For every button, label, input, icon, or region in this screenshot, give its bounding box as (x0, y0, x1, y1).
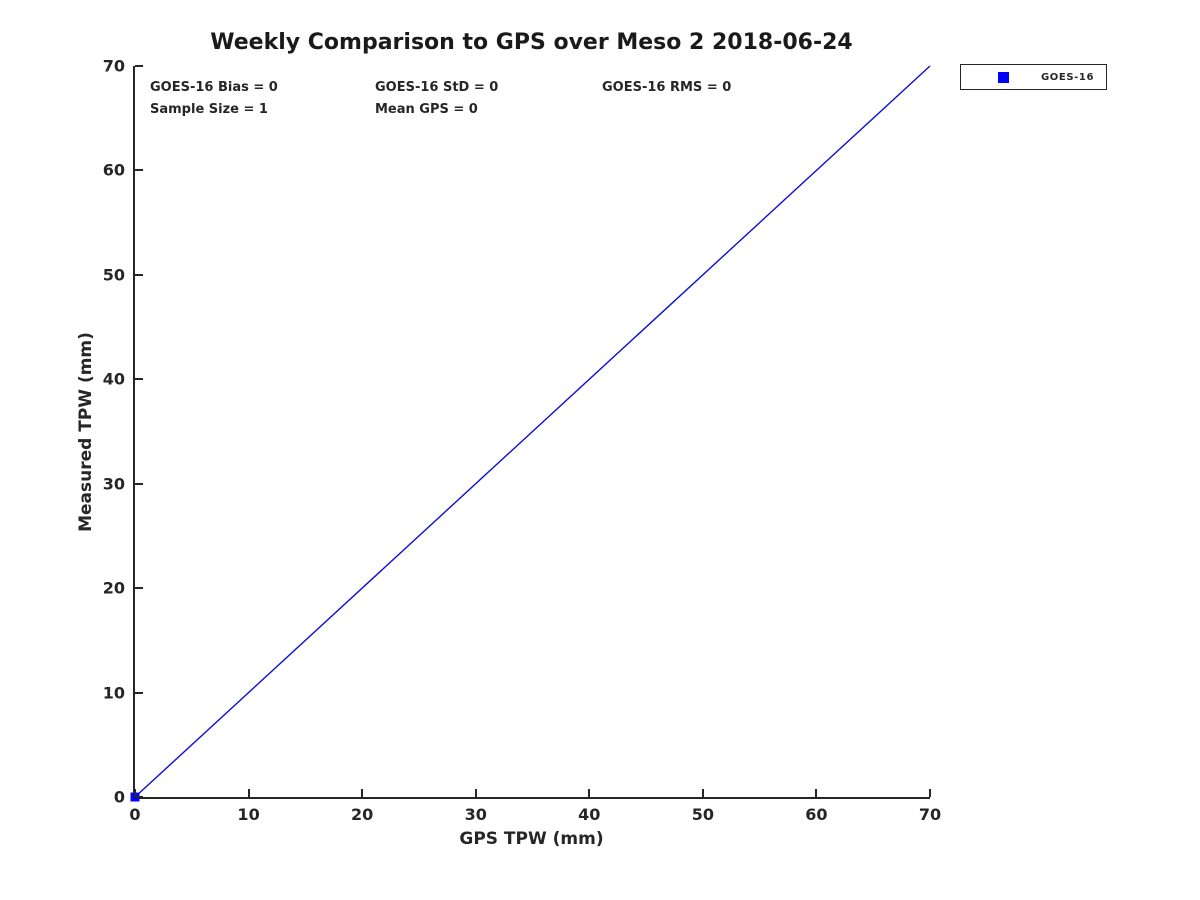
x-tick-label: 60 (805, 805, 828, 824)
x-tick-label: 50 (691, 805, 714, 824)
legend: GOES-16 (960, 64, 1107, 90)
stat-mean-gps: Mean GPS = 0 (375, 102, 478, 117)
y-tick-label: 30 (102, 474, 125, 494)
legend-marker-square-icon (998, 71, 1009, 83)
chart-title: Weekly Comparison to GPS over Meso 2 201… (210, 30, 853, 55)
y-tick-mark (135, 378, 143, 381)
x-tick-label: 0 (129, 805, 141, 824)
y-tick-label: 60 (102, 160, 125, 180)
x-tick-mark (929, 789, 931, 797)
y-tick-label: 20 (102, 578, 125, 598)
x-tick-label: 10 (237, 805, 260, 824)
y-tick-mark (135, 273, 143, 276)
x-tick-label: 70 (918, 805, 942, 824)
x-tick-mark (247, 789, 250, 797)
y-tick-mark (135, 796, 143, 798)
y-tick-mark (135, 65, 143, 67)
x-tick-mark (474, 789, 477, 797)
y-tick-label: 50 (102, 265, 125, 285)
x-tick-label: 30 (464, 805, 487, 824)
y-tick-mark (135, 587, 143, 590)
stat-rms: GOES-16 RMS = 0 (602, 80, 732, 95)
x-tick-mark (701, 789, 704, 797)
plot-area: 0 10 20 30 40 50 60 70 0 10 20 30 40 50 60 70 GOES-16 B… (103, 57, 941, 825)
y-tick-mark (135, 691, 143, 694)
y-tick-mark (135, 169, 143, 172)
legend-item-label: GOES-16 (1041, 71, 1095, 83)
x-tick-mark (815, 789, 818, 797)
y-tick-label: 10 (102, 683, 125, 703)
x-tick-mark (588, 789, 591, 797)
data-layer (130, 65, 931, 802)
x-axis-label: GPS TPW (mm) (459, 829, 604, 849)
y-tick-mark (135, 482, 143, 485)
y-tick-label: 70 (102, 56, 125, 76)
one-to-one-line (134, 65, 931, 798)
stat-bias: GOES-16 Bias = 0 (150, 80, 278, 95)
y-tick-label: 0 (113, 787, 125, 807)
x-tick-mark (134, 789, 136, 797)
x-tick-mark (361, 789, 364, 797)
stat-std: GOES-16 StD = 0 (375, 80, 499, 95)
x-tick-label: 40 (578, 805, 601, 824)
stat-sample-size: Sample Size = 1 (150, 102, 268, 117)
y-axis-label: Measured TPW (mm) (76, 332, 96, 532)
y-tick-label: 40 (102, 369, 125, 389)
x-tick-label: 20 (351, 805, 374, 824)
